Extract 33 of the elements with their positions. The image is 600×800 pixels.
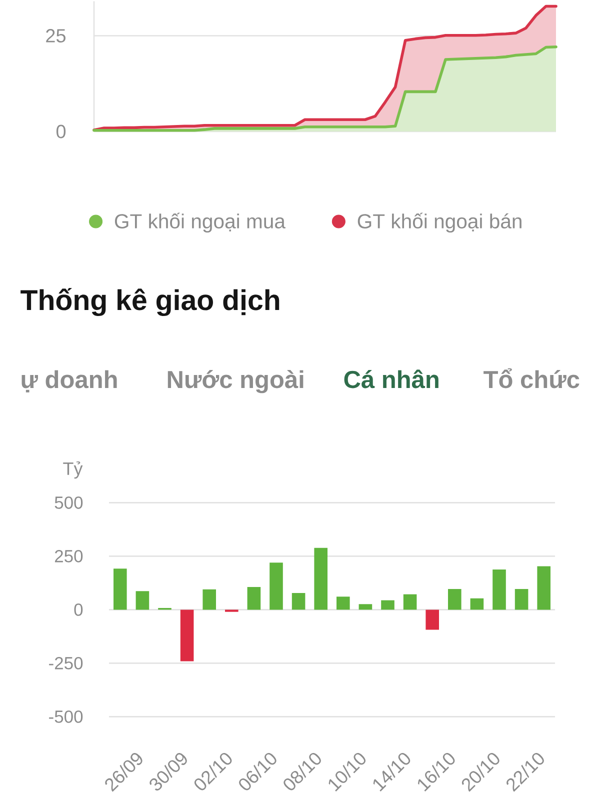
legend-label: GT khối ngoại bán [358, 212, 522, 233]
bar [492, 569, 506, 610]
bar [202, 589, 216, 610]
bar [114, 568, 127, 610]
text: Cá nhân [344, 370, 438, 388]
bar [270, 562, 283, 610]
bar [314, 548, 328, 610]
bar [336, 596, 350, 610]
bar [381, 600, 394, 610]
y-tick-label: 0 [56, 124, 66, 138]
y-tick-label: 25 [46, 29, 66, 42]
y-tick-label: 0 [74, 604, 83, 616]
bar [136, 591, 150, 610]
bar [247, 587, 261, 610]
text: Tổ chức [484, 368, 580, 388]
bar [180, 610, 194, 662]
y-tick-label: -250 [49, 657, 83, 670]
y-tick-label: -500 [49, 710, 83, 723]
y-axis-title: Tỷ [63, 461, 83, 479]
bar [470, 598, 484, 610]
bar [403, 594, 417, 610]
bar [292, 593, 306, 610]
bar [514, 588, 528, 610]
text: ự doanh [22, 370, 117, 392]
bar [426, 610, 439, 630]
legend-label: GT khối ngoại mua [114, 212, 286, 233]
bar [358, 604, 372, 610]
y-tick-label: 250 [54, 550, 83, 562]
bar [448, 588, 462, 610]
y-tick-label: 500 [54, 496, 83, 509]
text: Nước ngoài [168, 370, 304, 394]
bar [537, 566, 551, 610]
chart-title: Thống kê giao dịch [20, 288, 280, 316]
